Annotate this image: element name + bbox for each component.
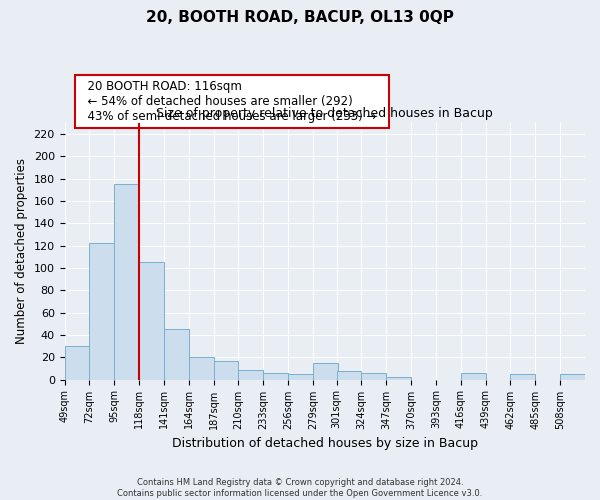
Bar [263, 373, 288, 380]
Bar [461, 373, 485, 380]
Bar [560, 374, 585, 380]
Bar [386, 378, 411, 380]
Bar [139, 262, 164, 380]
Text: Contains HM Land Registry data © Crown copyright and database right 2024.
Contai: Contains HM Land Registry data © Crown c… [118, 478, 482, 498]
Bar [164, 330, 189, 380]
Bar [89, 244, 114, 380]
Text: 20, BOOTH ROAD, BACUP, OL13 0QP: 20, BOOTH ROAD, BACUP, OL13 0QP [146, 10, 454, 25]
Bar [511, 374, 535, 380]
Bar [189, 358, 214, 380]
Bar [288, 374, 313, 380]
Bar [361, 373, 386, 380]
Bar [65, 346, 89, 380]
Bar [214, 360, 238, 380]
Title: Size of property relative to detached houses in Bacup: Size of property relative to detached ho… [157, 108, 493, 120]
Bar [313, 363, 338, 380]
X-axis label: Distribution of detached houses by size in Bacup: Distribution of detached houses by size … [172, 437, 478, 450]
Bar [238, 370, 263, 380]
Text: 20 BOOTH ROAD: 116sqm
  ← 54% of detached houses are smaller (292)
  43% of semi: 20 BOOTH ROAD: 116sqm ← 54% of detached … [80, 80, 384, 123]
Bar [114, 184, 139, 380]
Y-axis label: Number of detached properties: Number of detached properties [15, 158, 28, 344]
Bar [337, 370, 361, 380]
